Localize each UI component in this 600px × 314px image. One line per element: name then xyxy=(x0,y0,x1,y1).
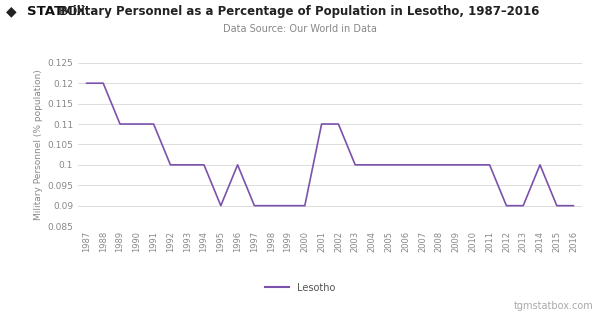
Text: Data Source: Our World in Data: Data Source: Our World in Data xyxy=(223,24,377,34)
Legend: Lesotho: Lesotho xyxy=(261,279,339,297)
Text: tgmstatbox.com: tgmstatbox.com xyxy=(514,301,594,311)
Text: STAT: STAT xyxy=(27,5,63,18)
Text: Military Personnel as a Percentage of Population in Lesotho, 1987–2016: Military Personnel as a Percentage of Po… xyxy=(61,5,539,18)
Text: ◆: ◆ xyxy=(6,5,17,19)
Text: BOX: BOX xyxy=(59,5,86,18)
Y-axis label: Military Personnel (% population): Military Personnel (% population) xyxy=(34,69,43,220)
